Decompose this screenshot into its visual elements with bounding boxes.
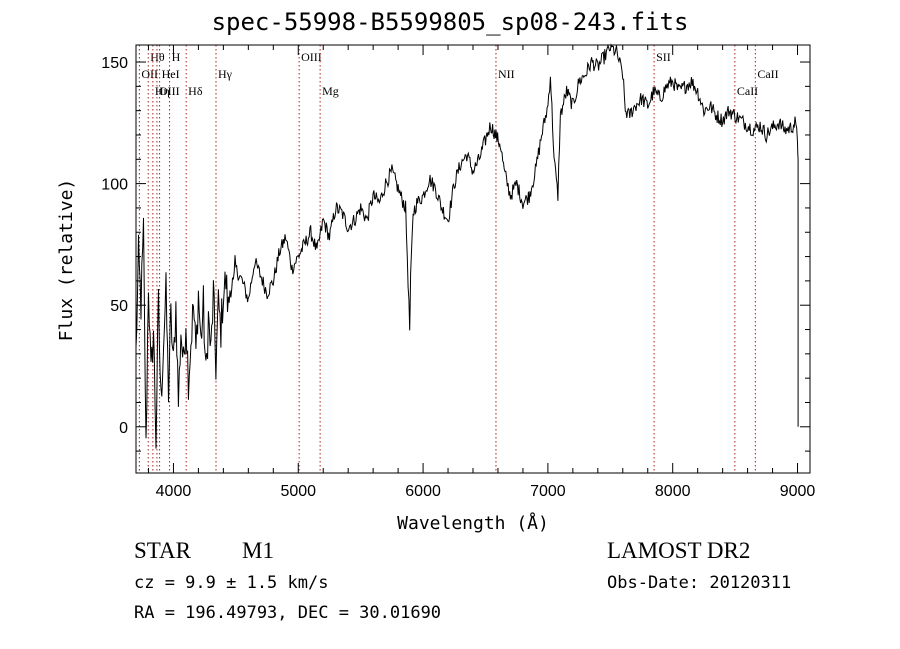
object-class: STAR: [134, 538, 191, 563]
spectral-line-label: SII: [656, 50, 671, 64]
x-tick-label: 9000: [780, 483, 816, 500]
y-tick-label: 150: [101, 55, 128, 72]
y-tick-label: 100: [101, 177, 128, 194]
spectral-line-label: HeI: [162, 67, 180, 81]
spectral-line-label: OII: [141, 67, 158, 81]
plot-frame: [135, 44, 811, 474]
spectral-line-label: CaII: [757, 67, 778, 81]
spectral-line-label: Hθ: [150, 50, 165, 64]
y-tick-label: 50: [110, 298, 128, 315]
y-axis-label: Flux (relative): [56, 179, 77, 342]
object-subclass: M1: [242, 538, 274, 563]
observation-date: Obs-Date: 20120311: [607, 573, 792, 593]
spectral-line-label: Hγ: [218, 67, 233, 81]
survey-name: LAMOST DR2: [607, 538, 751, 563]
x-tick-label: 8000: [655, 483, 691, 500]
y-tick-label: 0: [119, 420, 128, 437]
spectral-line-label: Mg: [322, 84, 339, 98]
spectral-line-label: NII: [498, 67, 515, 81]
x-tick-label: 7000: [530, 483, 566, 500]
x-tick-label: 5000: [280, 483, 316, 500]
spectral-line-label: CaII: [737, 84, 758, 98]
spectral-line-label: H: [172, 50, 181, 64]
spectral-line-label: Hη: [155, 84, 170, 98]
chart-title: spec-55998-B5599805_sp08-243.fits: [211, 8, 689, 36]
spectral-lines-layer: HθHOIIINIISIIOIIHeIHγCaIIOIIIHηHδMgCaII: [138, 45, 779, 473]
spectral-line-label: OIII: [159, 84, 180, 98]
x-axis-label: Wavelength (Å): [397, 512, 549, 534]
coordinates-label: RA = 196.49793, DEC = 30.01690: [134, 603, 442, 623]
x-tick-label: 4000: [156, 483, 192, 500]
redshift-label: cz = 9.9 ± 1.5 km/s: [134, 573, 329, 593]
spectral-line-label: OIII: [301, 50, 322, 64]
spectral-line-label: Hδ: [188, 84, 203, 98]
x-tick-label: 6000: [405, 483, 441, 500]
axis-ticks-layer: 4000 5000 6000 7000 8000 9000 0 50 100 150: [101, 45, 815, 500]
spectrum-series-line: [135, 43, 799, 449]
